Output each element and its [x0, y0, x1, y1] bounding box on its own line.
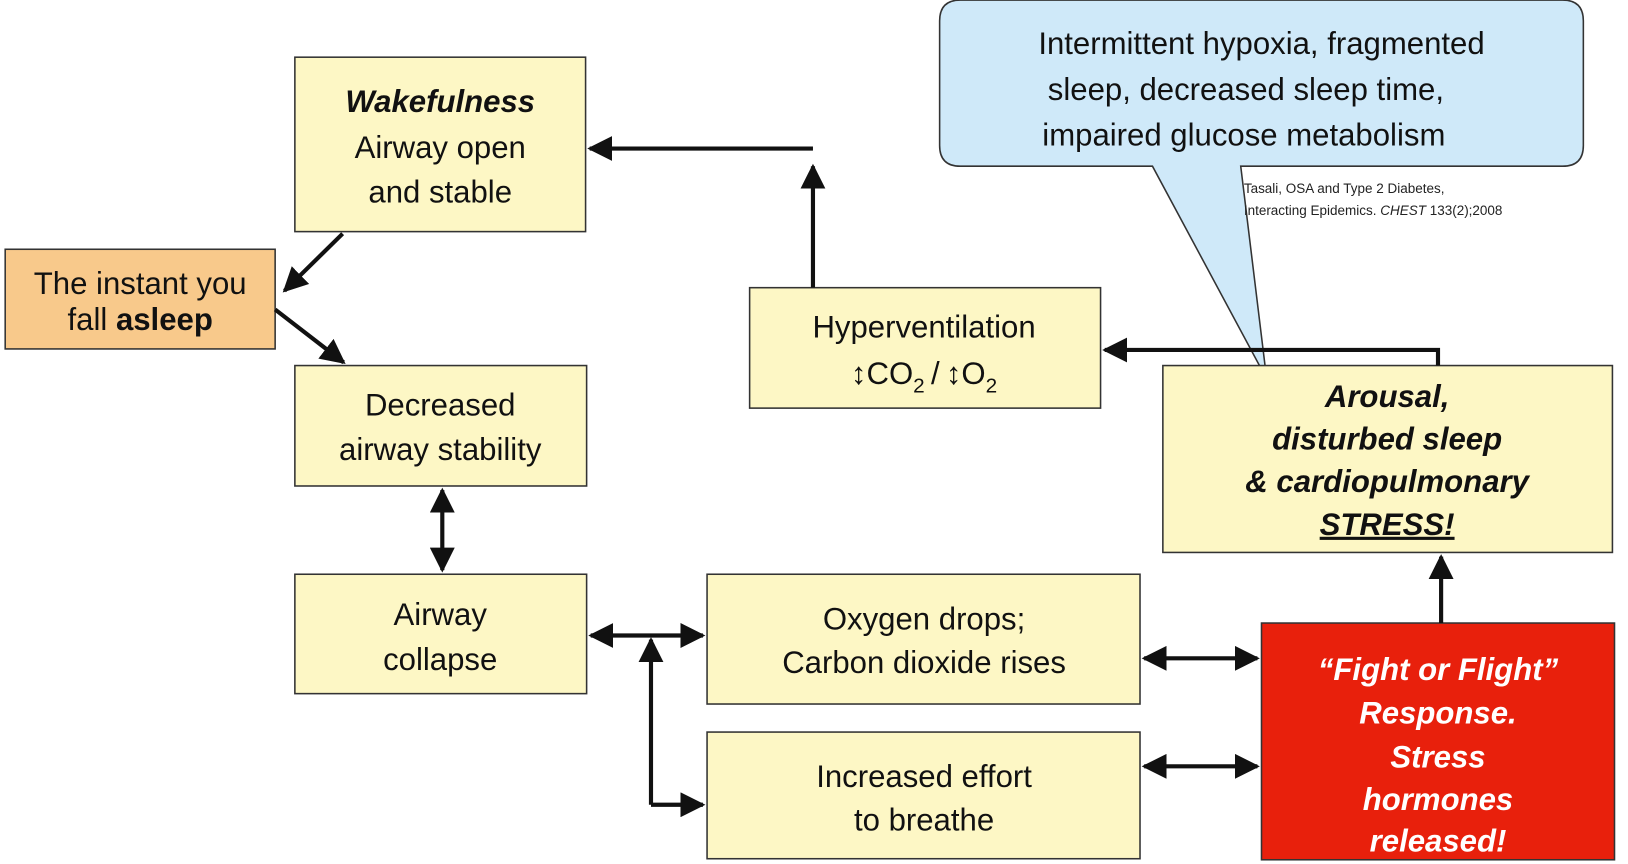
node-text: hormones: [1363, 782, 1513, 817]
arrow: [273, 307, 346, 365]
callout-text: impaired glucose metabolism: [1042, 117, 1445, 152]
node-box: [706, 731, 1141, 860]
node-text: Hyperventilation: [812, 310, 1035, 345]
node-text: Increased effort: [816, 759, 1032, 794]
node-box: [748, 286, 1102, 409]
node-text: The instant you: [34, 266, 247, 301]
node-text: Decreased: [365, 387, 516, 422]
arrows: [273, 136, 1454, 818]
callout-text: Intermittent hypoxia, fragmented: [1038, 26, 1484, 61]
node-text: “Fight or Flight”: [1318, 652, 1559, 687]
node-box: [294, 573, 588, 695]
node-text: STRESS!: [1320, 507, 1455, 542]
node-text: airway stability: [339, 432, 542, 467]
formula-part: 2: [913, 375, 925, 398]
formula-part: /: [931, 356, 940, 391]
node-text: Response.: [1359, 696, 1516, 731]
citation: Tasali, OSA and Type 2 Diabetes,: [1244, 181, 1445, 196]
node-text: disturbed sleep: [1272, 422, 1502, 457]
node-title: Wakefulness: [345, 84, 535, 119]
node-box: [1162, 364, 1614, 554]
callout-bubble: [938, 0, 1585, 380]
node-text: Airway: [394, 597, 488, 632]
node-box: [706, 573, 1141, 705]
citation-part: 133(2);2008: [1430, 203, 1503, 218]
node-box: [4, 248, 276, 350]
formula-part: ↕CO: [851, 356, 913, 391]
citation-part: Interacting Epidemics.: [1244, 203, 1377, 218]
formula-part: ↕O: [946, 356, 986, 391]
node-box: [294, 56, 587, 233]
node-text: collapse: [383, 642, 497, 677]
formula-part: 2: [986, 375, 998, 398]
arrow: [282, 232, 345, 293]
arrow: [1102, 337, 1441, 366]
node-box: [294, 364, 588, 487]
node-text: to breathe: [854, 803, 994, 838]
node-text: fall asleep: [67, 302, 212, 337]
node-text-part: asleep: [116, 302, 213, 337]
node-text: Oxygen drops;: [823, 601, 1025, 636]
node-text: and stable: [368, 175, 512, 210]
node-text: Carbon dioxide rises: [782, 645, 1066, 680]
node-text: ↕CO2/↕O2: [851, 356, 997, 397]
node-box: [1260, 622, 1616, 861]
node-text: Airway open: [355, 130, 526, 165]
node-text: & cardiopulmonary: [1245, 464, 1530, 499]
node-text: released!: [1370, 823, 1507, 858]
callout-text: sleep, decreased sleep time,: [1048, 72, 1444, 107]
node-text-part: fall: [67, 302, 107, 337]
node-text: Arousal,: [1324, 379, 1450, 414]
node-text: Stress: [1390, 739, 1485, 774]
citation-part: CHEST: [1380, 203, 1427, 218]
citation: Interacting Epidemics. CHEST 133(2);2008: [1244, 203, 1503, 218]
